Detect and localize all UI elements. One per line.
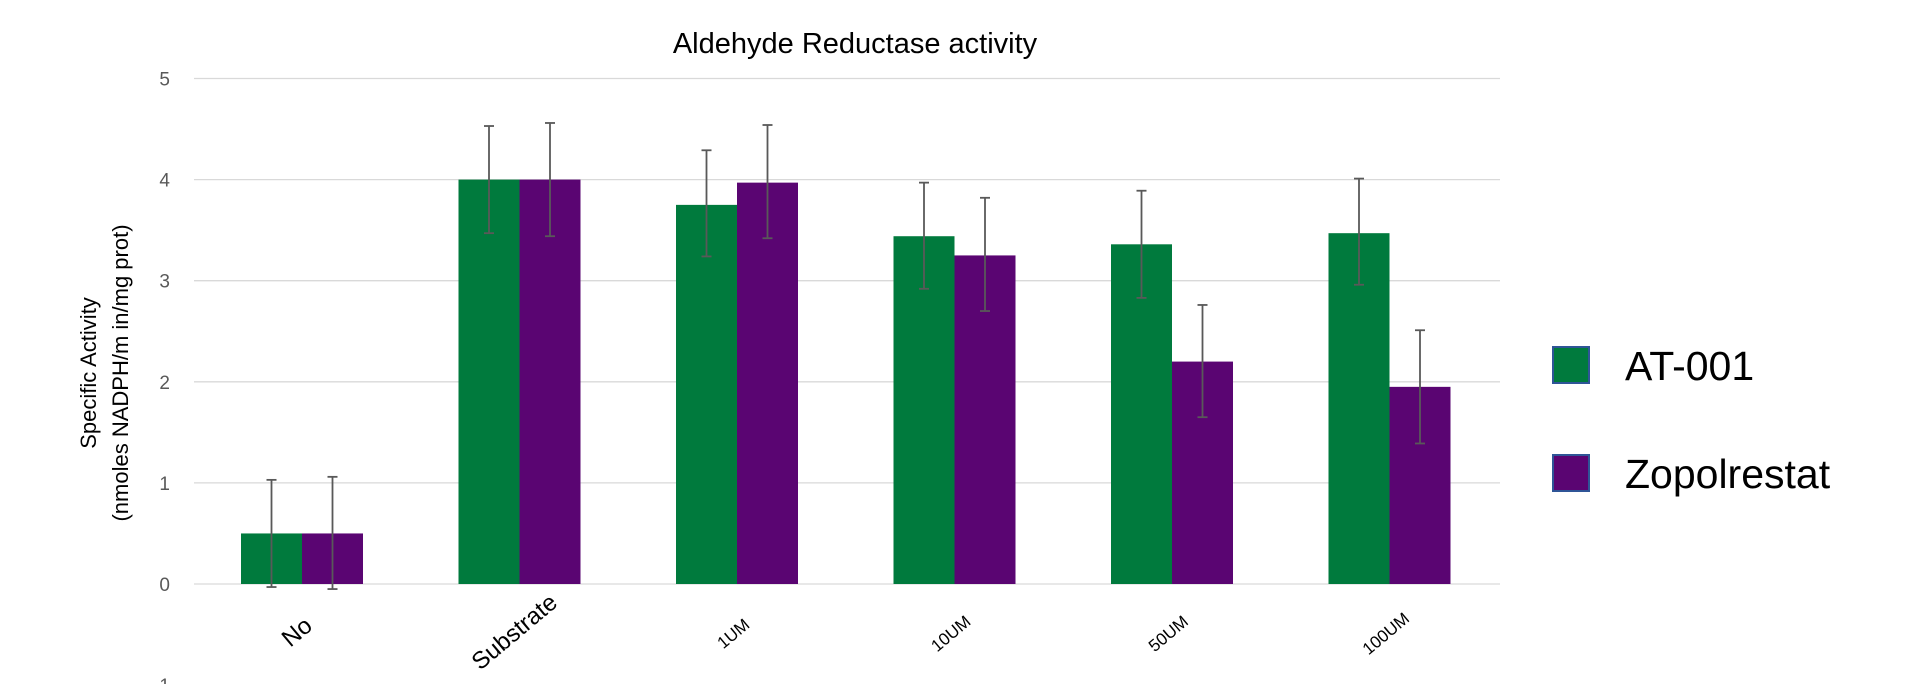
x-axis-labels: No Substrate 1UM 10UM 50UM 100UM xyxy=(277,589,1413,676)
x-tick-label: No xyxy=(277,612,318,652)
bar-at-001-50um xyxy=(1111,244,1172,584)
y-tick-label: 2 xyxy=(159,373,170,394)
bar-at-001-substrate xyxy=(458,179,520,584)
error-bar xyxy=(545,122,555,238)
bar-at-001-1um xyxy=(676,204,737,584)
x-tick-label: 1UM xyxy=(714,615,754,653)
error-bar xyxy=(762,124,773,240)
x-tick-label: Substrate xyxy=(467,589,563,676)
x-tick-label: 10UM xyxy=(927,612,974,656)
error-bar xyxy=(1354,177,1364,286)
legend: AT-001 Zopolrestat xyxy=(1552,343,1831,497)
bar-zopolrestat-1um xyxy=(737,182,798,584)
y-tick-label: -1 xyxy=(153,676,170,684)
y-axis-label: Specific Activity (nmoles NADPH/m in/mg … xyxy=(76,224,133,521)
y-tick-label: 1 xyxy=(159,474,170,495)
chart-title: Aldehyde Reductase activity xyxy=(673,28,1038,60)
error-bar xyxy=(980,196,990,312)
bars xyxy=(241,179,1451,585)
gridlines xyxy=(194,77,1500,585)
error-bar xyxy=(701,149,712,258)
legend-swatch xyxy=(1552,454,1590,492)
x-tick-label: 50UM xyxy=(1145,612,1192,656)
y-axis-label-line-1: Specific Activity xyxy=(76,297,101,449)
legend-label: Zopolrestat xyxy=(1625,451,1831,497)
error-bar xyxy=(1136,189,1147,299)
y-tick-label: 4 xyxy=(159,171,170,192)
error-bar xyxy=(1197,304,1208,419)
error-bar xyxy=(484,125,494,235)
legend-label: AT-001 xyxy=(1625,343,1754,389)
legend-swatch xyxy=(1552,346,1590,384)
error-bar xyxy=(919,181,929,290)
error-bars xyxy=(266,122,1425,590)
error-bar xyxy=(266,478,277,588)
bar-zopolrestat-substrate xyxy=(519,179,581,584)
y-tick-label: 0 xyxy=(159,575,170,596)
y-tick-label: 5 xyxy=(159,70,170,91)
error-bar xyxy=(327,475,338,590)
bar-at-001-100um xyxy=(1328,233,1390,585)
y-axis-label-line-2: (nmoles NADPH/m in/mg prot) xyxy=(108,224,133,521)
y-tick-label: 3 xyxy=(159,272,170,293)
x-tick-label: 100UM xyxy=(1359,609,1413,659)
bar-at-001-10um xyxy=(893,236,955,584)
error-bar xyxy=(1415,329,1425,445)
y-axis-ticks: -1 0 1 2 3 4 5 xyxy=(153,70,170,684)
